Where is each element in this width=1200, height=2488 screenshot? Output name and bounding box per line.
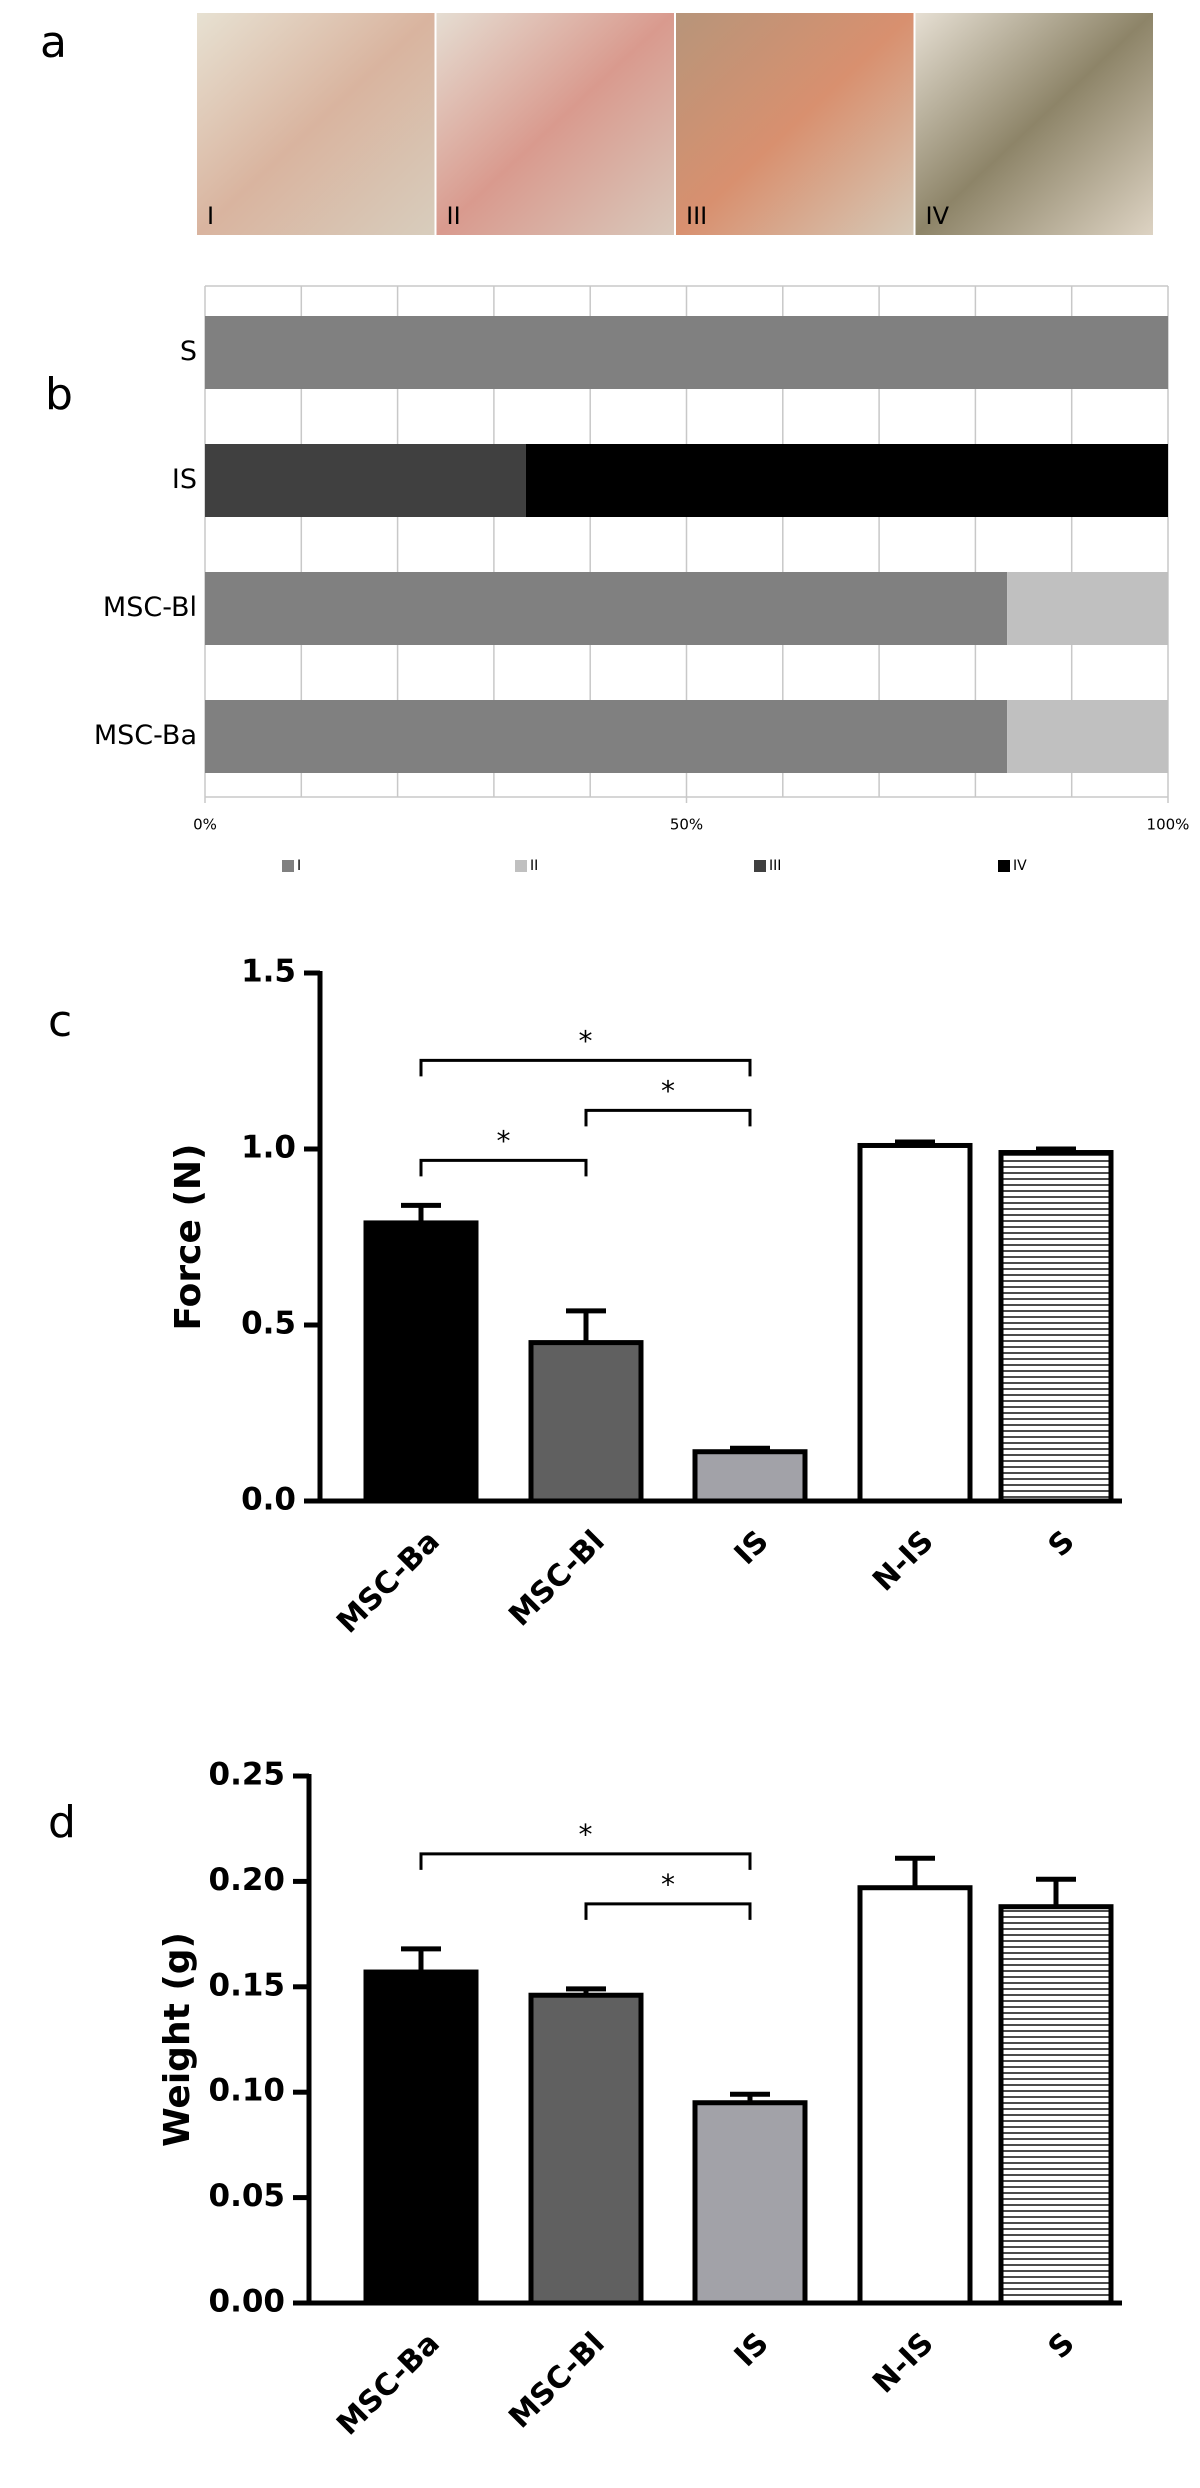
bar-segment xyxy=(205,572,1008,645)
x-tick-label: S xyxy=(1042,2326,1082,2366)
significance-label: * xyxy=(497,1124,511,1157)
legend-swatch xyxy=(754,860,766,872)
legend-swatch xyxy=(515,860,527,872)
bar-segment xyxy=(525,444,1168,517)
bar xyxy=(363,1220,479,1504)
panel-label: d xyxy=(48,1797,76,1848)
x-tick-label: 100% xyxy=(1147,816,1190,834)
y-tick-label: 0.20 xyxy=(209,1862,286,1898)
bar-segment xyxy=(1007,700,1168,773)
bar xyxy=(528,1340,644,1504)
bar xyxy=(363,1969,479,2306)
y-tick-label: S xyxy=(180,336,197,367)
bar xyxy=(998,1150,1114,1504)
legend-swatch xyxy=(998,860,1010,872)
photo-label: IV xyxy=(926,202,950,230)
bar xyxy=(998,1904,1114,2306)
y-tick-label: 1.5 xyxy=(241,954,296,990)
bar xyxy=(692,1449,808,1504)
bar-segment xyxy=(1007,572,1168,645)
y-tick-label: MSC-Ba xyxy=(94,720,197,751)
significance-bracket xyxy=(419,1158,588,1177)
photo xyxy=(676,13,914,235)
x-tick-label: IS xyxy=(728,1524,776,1572)
significance-bracket xyxy=(419,1058,752,1077)
x-tick-label: MSC-Ba xyxy=(330,1524,446,1640)
photo xyxy=(197,13,435,235)
y-tick-label: MSC-Bl xyxy=(103,592,197,623)
legend-label: I xyxy=(297,858,301,874)
bar-segment xyxy=(205,316,1168,389)
bar xyxy=(528,1992,644,2306)
legend-label: II xyxy=(530,858,538,874)
photo-label: III xyxy=(686,202,707,230)
y-tick-label: 0.25 xyxy=(209,1757,286,1793)
x-tick-label: 50% xyxy=(670,816,703,834)
y-tick-label: 0.5 xyxy=(241,1306,296,1342)
y-tick-label: 0.00 xyxy=(209,2284,286,2320)
panel-label: a xyxy=(40,17,67,68)
significance-bracket xyxy=(584,1108,752,1127)
x-tick-label: S xyxy=(1042,1524,1082,1564)
significance-label: * xyxy=(661,1868,675,1901)
y-tick-label: IS xyxy=(172,464,197,495)
y-tick-label: 0.10 xyxy=(209,2073,286,2109)
bar xyxy=(692,2100,808,2306)
x-tick-label: MSC-Bl xyxy=(502,2326,611,2435)
x-tick-label: N-IS xyxy=(866,2326,940,2400)
x-tick-label: N-IS xyxy=(866,1524,940,1598)
legend-label: IV xyxy=(1013,858,1027,874)
significance-bracket xyxy=(584,1902,752,1920)
x-tick-label: IS xyxy=(728,2326,776,2374)
significance-label: * xyxy=(661,1074,675,1107)
x-tick-label: MSC-Bl xyxy=(502,1524,611,1633)
y-tick-label: 0.05 xyxy=(209,2178,286,2214)
photo xyxy=(436,13,674,235)
y-axis-label: Force (N) xyxy=(168,1144,209,1331)
x-tick-label: 0% xyxy=(193,816,217,834)
photo-label: I xyxy=(207,202,214,230)
bar xyxy=(857,1885,973,2306)
photo-label: II xyxy=(447,202,461,230)
panel-label: c xyxy=(48,996,72,1047)
legend-label: III xyxy=(769,858,781,874)
y-axis-label: Weight (g) xyxy=(157,1932,198,2147)
panel-label: b xyxy=(45,369,73,420)
photo xyxy=(915,13,1153,235)
x-tick-label: MSC-Ba xyxy=(330,2326,446,2442)
legend-swatch xyxy=(282,860,294,872)
bar-segment xyxy=(205,444,526,517)
significance-label: * xyxy=(579,1818,593,1851)
significance-label: * xyxy=(579,1024,593,1057)
y-tick-label: 1.0 xyxy=(241,1130,296,1166)
bar xyxy=(857,1142,973,1504)
y-tick-label: 0.15 xyxy=(209,1967,286,2003)
y-tick-label: 0.0 xyxy=(241,1482,296,1518)
significance-bracket xyxy=(419,1852,752,1870)
bar-segment xyxy=(205,700,1008,773)
